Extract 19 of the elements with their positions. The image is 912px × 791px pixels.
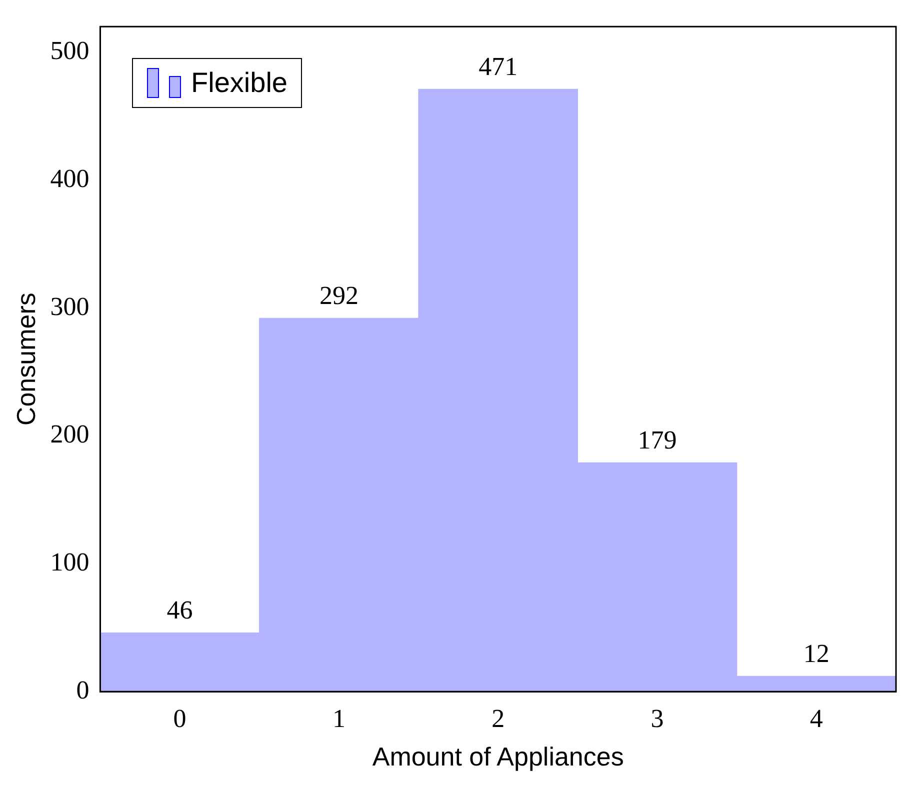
x-tick-label: 2 bbox=[492, 704, 505, 734]
y-axis-title: Consumers bbox=[10, 292, 41, 426]
data-label: 471 bbox=[478, 52, 518, 82]
x-tick-label: 1 bbox=[332, 704, 346, 734]
y-tick-label: 400 bbox=[50, 164, 90, 193]
y-tick-label: 100 bbox=[50, 548, 90, 577]
x-tick-label: 4 bbox=[810, 704, 823, 734]
legend-label: Flexible bbox=[191, 67, 288, 99]
y-tick-label: 300 bbox=[50, 292, 90, 321]
x-axis-title: Amount of Appliances bbox=[372, 742, 624, 772]
x-tick-label: 3 bbox=[650, 704, 664, 734]
x-tick-label: 0 bbox=[173, 704, 186, 734]
data-label: 12 bbox=[803, 639, 830, 668]
y-tick-label: 0 bbox=[76, 675, 90, 704]
y-tick-label: 200 bbox=[50, 420, 90, 449]
data-label: 179 bbox=[638, 426, 677, 455]
data-label: 46 bbox=[166, 596, 193, 625]
y-tick-label: 500 bbox=[50, 36, 90, 66]
data-label: 292 bbox=[319, 281, 358, 310]
